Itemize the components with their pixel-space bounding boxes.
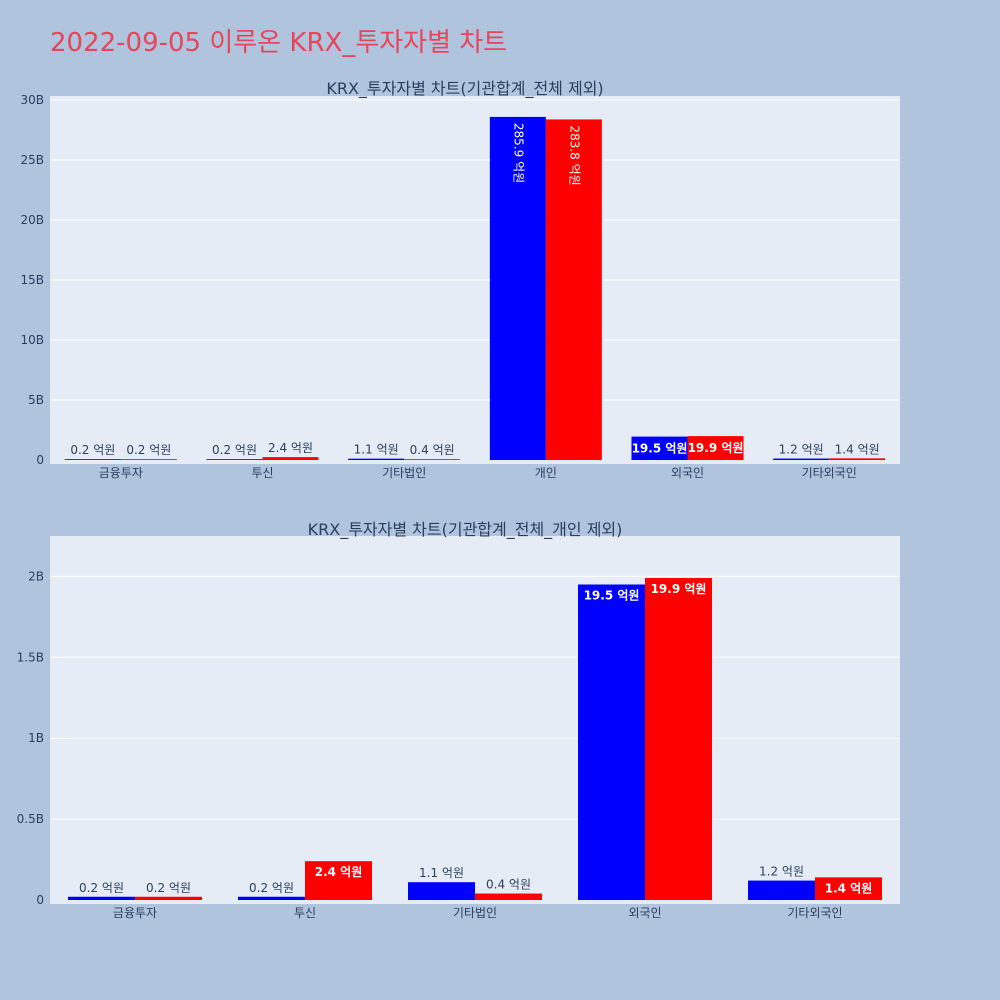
data-label: 283.8 억원: [567, 125, 581, 185]
data-label: 0.2 억원: [249, 881, 294, 895]
data-label: 0.2 억원: [212, 443, 257, 457]
bar: [64, 459, 121, 460]
x-tick-label: 기타법인: [453, 906, 497, 920]
bar: [475, 893, 542, 900]
bar: [687, 436, 744, 460]
data-label: 19.5 억원: [584, 589, 640, 603]
data-label: 285.9 억원: [511, 123, 525, 183]
chart-bottom: KRX_투자자별 차트(기관합계_전체_개인 제외) 0 0.5B 1B 1.5B 2B 금…: [17, 520, 900, 920]
y-tick-label: 0.5B: [17, 812, 44, 826]
x-tick-label: 개인: [535, 466, 557, 480]
x-tick-label: 투신: [251, 466, 273, 480]
x-tick-label: 기타법인: [382, 466, 426, 480]
data-label: 0.2 억원: [146, 881, 191, 895]
y-tick-label: 0: [36, 893, 44, 907]
bar: [748, 880, 815, 900]
x-tick-label: 외국인: [671, 466, 704, 480]
chart-top: KRX_투자자별 차트(기관합계_전체 제외) 0 5B 10B 15B 20B 25B 30…: [20, 79, 900, 480]
bar: [262, 457, 319, 460]
bar: [773, 458, 830, 460]
x-tick-label: 기타외국인: [802, 466, 857, 480]
data-label: 1.4 억원: [825, 881, 873, 895]
bar: [120, 459, 177, 460]
data-label: 0.2 억원: [126, 443, 171, 457]
bar: [645, 578, 712, 900]
data-label: 2.4 억원: [268, 441, 313, 455]
x-tick-label: 투신: [294, 906, 316, 920]
bar: [829, 458, 886, 460]
y-tick-label: 30B: [20, 93, 44, 107]
data-label: 0.4 억원: [486, 878, 531, 892]
y-tick-label: 2B: [28, 569, 44, 583]
y-tick-label: 10B: [20, 333, 44, 347]
bar: [206, 459, 263, 460]
data-label: 1.2 억원: [759, 865, 804, 879]
x-tick-label: 외국인: [628, 906, 661, 920]
bar: [815, 877, 882, 900]
data-label: 0.2 억원: [70, 443, 115, 457]
chart-title: KRX_투자자별 차트(기관합계_전체_개인 제외): [308, 520, 623, 540]
y-tick-label: 1.5B: [17, 650, 44, 664]
bar: [238, 896, 305, 900]
data-label: 1.1 억원: [354, 443, 399, 457]
data-label: 2.4 억원: [315, 865, 363, 879]
x-tick-label: 금융투자: [113, 906, 157, 920]
bar: [408, 882, 475, 900]
plot-area: [50, 536, 900, 904]
bar: [489, 116, 546, 461]
data-label: 0.4 억원: [410, 443, 455, 457]
page-title: 2022-09-05 이루온 KRX_투자자별 차트: [50, 28, 508, 58]
chart-title: KRX_투자자별 차트(기관합계_전체 제외): [326, 79, 603, 99]
bar: [578, 584, 645, 900]
y-tick-label: 5B: [28, 393, 44, 407]
data-label: 19.9 억원: [688, 441, 744, 455]
data-label: 19.9 억원: [651, 582, 707, 596]
data-label: 1.4 억원: [835, 442, 880, 456]
bar: [631, 436, 688, 460]
x-tick-label: 금융투자: [99, 466, 143, 480]
y-tick-label: 25B: [20, 153, 44, 167]
bar: [545, 119, 602, 460]
bar: [404, 459, 461, 460]
y-tick-label: 0: [36, 453, 44, 467]
data-label: 19.5 억원: [632, 441, 688, 455]
y-tick-label: 1B: [28, 731, 44, 745]
bar: [135, 896, 202, 900]
data-label: 1.2 억원: [779, 443, 824, 457]
y-tick-label: 20B: [20, 213, 44, 227]
bar: [68, 896, 135, 900]
data-label: 1.1 억원: [419, 866, 464, 880]
bar: [348, 458, 405, 460]
y-tick-label: 15B: [20, 273, 44, 287]
data-label: 0.2 억원: [79, 881, 124, 895]
bar: [305, 861, 372, 900]
x-tick-label: 기타외국인: [787, 906, 842, 920]
